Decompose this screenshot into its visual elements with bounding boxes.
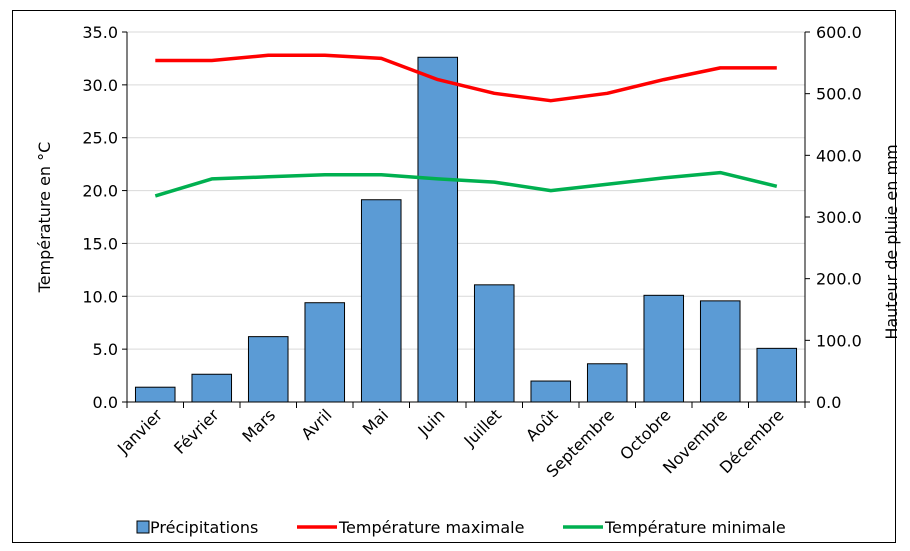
x-tick-label: Mars (238, 405, 279, 446)
right-tick-label: 400.0 (816, 146, 862, 165)
right-tick-label: 0.0 (816, 393, 841, 412)
left-tick-label: 35.0 (82, 23, 118, 42)
legend-swatch-precipitations (136, 520, 150, 534)
axes: 0.0 5.0 10.0 15.0 20.0 25.0 30.0 35.0 0.0 100.0 20… (35, 23, 901, 481)
left-tick-label: 20.0 (82, 182, 118, 201)
precipitation-bar (247, 336, 289, 403)
precipitation-bar (643, 294, 685, 403)
left-tick-label: 25.0 (82, 129, 118, 148)
precipitation-bar (360, 199, 402, 403)
right-tick-label: 200.0 (816, 270, 862, 289)
min-temperature-line (154, 170, 778, 198)
temperature-lines (154, 53, 778, 198)
legend: Précipitations Température maximale Tempér… (136, 518, 786, 537)
right-tick-label: 300.0 (816, 208, 862, 227)
x-tick-label: Juillet (460, 405, 505, 450)
left-axis-title: Température en °C (35, 142, 54, 294)
legend-label: Température minimale (604, 518, 786, 537)
precipitation-bars (134, 56, 798, 403)
x-tick-label: Janvier (113, 405, 166, 458)
legend-label: Température maximale (338, 518, 524, 537)
max-temperature-line (155, 53, 777, 103)
precipitation-bar (586, 363, 628, 403)
right-tick-label: 500.0 (816, 85, 862, 104)
precipitation-bar (756, 347, 798, 403)
precipitation-bar (134, 386, 176, 403)
left-tick-label: 0.0 (93, 393, 118, 412)
precipitation-bar (304, 302, 346, 403)
right-tick-label: 600.0 (816, 23, 862, 42)
precipitation-bar (473, 284, 515, 403)
legend-label: Précipitations (150, 518, 258, 537)
x-tick-label: Août (522, 405, 562, 445)
left-tick-label: 15.0 (82, 234, 118, 253)
precipitation-bar (191, 373, 233, 403)
left-tick-label: 5.0 (93, 340, 118, 359)
precipitation-bar (417, 56, 459, 403)
x-tick-label: Octobre (616, 405, 674, 463)
precipitation-bar (530, 380, 572, 403)
right-tick-label: 100.0 (816, 331, 862, 350)
right-axis-title: Hauteur de pluie en mm (882, 144, 901, 339)
precipitation-bar (699, 300, 741, 403)
x-tick-label: Février (170, 405, 223, 458)
left-tick-label: 30.0 (82, 76, 118, 95)
x-tick-label: Avril (297, 405, 335, 443)
left-tick-label: 10.0 (82, 287, 118, 306)
x-tick-label: Juin (414, 405, 449, 440)
x-tick-label: Mai (359, 405, 392, 438)
